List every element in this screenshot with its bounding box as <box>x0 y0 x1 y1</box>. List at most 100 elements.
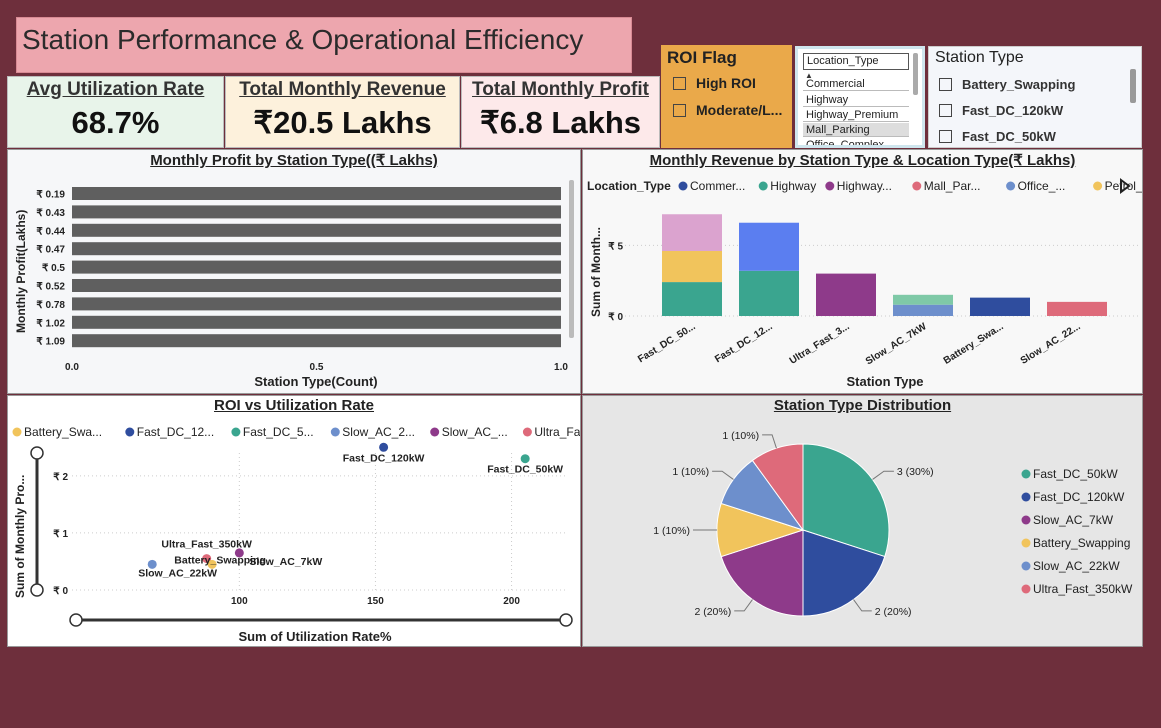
profit-category-label: ₹ 0.44 <box>36 226 65 237</box>
legend-swatch <box>678 181 688 191</box>
pie-legend-swatch <box>1021 561 1031 571</box>
revenue-x-tick: Fast_DC_50... <box>636 321 698 365</box>
scatter-point[interactable] <box>520 454 530 464</box>
legend-swatch <box>758 181 768 191</box>
location-option[interactable]: Commercial <box>803 77 909 91</box>
legend-swatch <box>912 181 922 191</box>
revenue-bar-segment[interactable] <box>739 270 799 316</box>
checkbox-icon[interactable] <box>673 76 686 90</box>
pie-slice[interactable] <box>802 443 890 558</box>
legend-swatch <box>125 427 135 437</box>
pie-leader-line <box>853 599 872 612</box>
station-type-option[interactable]: Battery_Swapping <box>939 77 1075 92</box>
profit-category-label: ₹ 0.47 <box>36 245 65 256</box>
scatter-point[interactable] <box>234 548 244 558</box>
checkbox-icon[interactable] <box>939 104 952 117</box>
x-range-slider-handle[interactable] <box>69 613 83 627</box>
roi-flag-slicer: ROI Flag High ROI Moderate/L... <box>661 45 792 148</box>
profit-x-tick: 1.0 <box>554 362 568 373</box>
y-range-slider-handle[interactable] <box>30 583 44 597</box>
revenue-bar-segment[interactable] <box>662 214 722 251</box>
profit-bar[interactable] <box>72 334 561 348</box>
pie-legend-label: Fast_DC_50kW <box>1033 467 1118 481</box>
legend-label: Mall_Par... <box>924 179 981 193</box>
checkbox-icon[interactable] <box>673 103 686 117</box>
revenue-bar-segment[interactable] <box>739 222 799 271</box>
profit-bar[interactable] <box>72 279 561 292</box>
scatter-point-label: Ultra_Fast_350kW <box>161 539 252 551</box>
pie-chart-panel: Station Type Distribution 3 (30%) 2 (20%)… <box>582 395 1143 647</box>
scatter-point[interactable] <box>207 559 217 569</box>
revenue-bar-segment[interactable] <box>893 294 953 305</box>
profit-y-label: Monthly Profit(Lakhs) <box>14 210 28 333</box>
scatter-point[interactable] <box>202 554 212 564</box>
revenue-legend-title: Location_Type <box>587 179 671 193</box>
location-scrollbar[interactable] <box>913 53 918 95</box>
profit-scrollbar[interactable] <box>569 180 574 338</box>
location-option[interactable]: Highway_Premium <box>803 108 909 122</box>
profit-chart-title: Monthly Profit by Station Type((₹ Lakhs) <box>150 152 438 169</box>
location-type-dropdown[interactable]: Location_Type <box>803 53 909 70</box>
profit-chart: Monthly Profit(Lakhs) Station Type(Count… <box>14 180 574 389</box>
scatter-y-tick: ₹ 0 <box>53 586 68 597</box>
checkbox-icon[interactable] <box>939 130 952 143</box>
pie-leader-line <box>762 434 777 449</box>
revenue-bar-segment[interactable] <box>816 273 876 316</box>
station-type-option[interactable]: Fast_DC_50kW <box>939 129 1056 144</box>
scatter-point[interactable] <box>379 442 389 452</box>
profit-x-tick: 0.0 <box>65 362 79 373</box>
profit-category-label: ₹ 0.78 <box>36 300 65 311</box>
scatter-x-tick: 150 <box>367 596 384 607</box>
location-option[interactable]: Office_Complex <box>803 138 909 145</box>
profit-bar[interactable] <box>72 223 561 237</box>
pie-chart: 3 (30%) 2 (20%) 2 (20%) 1 (10%) 1 (10%) 1 (10… <box>653 430 1133 618</box>
revenue-bar-segment[interactable] <box>970 297 1030 316</box>
scatter-chart: Sum of Monthly Pro... Sum of Utilization… <box>12 425 580 644</box>
roi-option-high[interactable]: High ROI <box>673 75 756 91</box>
pie-slice[interactable] <box>802 529 886 617</box>
station-type-option[interactable]: Fast_DC_120kW <box>939 103 1063 118</box>
legend-label: Battery_Swa... <box>24 425 102 439</box>
revenue-bar-segment[interactable] <box>893 304 953 316</box>
kpi-label: Avg Utilization Rate <box>26 79 205 100</box>
roi-option-moderate[interactable]: Moderate/L... <box>673 102 782 118</box>
revenue-chart-panel: Monthly Revenue by Station Type & Locati… <box>582 149 1143 394</box>
location-option[interactable]: Highway <box>803 93 909 107</box>
scatter-point-label: Fast_DC_50kW <box>487 464 563 476</box>
scatter-point[interactable] <box>147 559 157 569</box>
pie-slice-label: 2 (20%) <box>694 606 731 618</box>
revenue-x-tick: Fast_DC_12... <box>713 321 775 365</box>
scatter-chart-title: ROI vs Utilization Rate <box>213 397 375 414</box>
legend-next-icon[interactable] <box>1120 178 1131 194</box>
pie-slice-label: 1 (10%) <box>722 430 759 442</box>
pie-legend-swatch <box>1021 469 1031 479</box>
profit-category-label: ₹ 0.52 <box>36 282 65 293</box>
station-type-scrollbar[interactable] <box>1130 69 1136 103</box>
profit-bar[interactable] <box>72 315 561 329</box>
profit-bar[interactable] <box>72 260 561 274</box>
checkbox-icon[interactable] <box>939 78 952 91</box>
profit-bar[interactable] <box>72 297 561 311</box>
kpi-card-revenue: Total Monthly Revenue ₹20.5 Lakhs <box>225 76 460 148</box>
y-range-slider-handle[interactable] <box>30 446 44 460</box>
location-option[interactable]: Mall_Parking <box>803 123 909 137</box>
profit-bar[interactable] <box>72 205 561 219</box>
scatter-x-label: Sum of Utilization Rate% <box>238 629 392 644</box>
revenue-bar-segment[interactable] <box>662 282 722 316</box>
x-range-slider-handle[interactable] <box>559 613 573 627</box>
legend-label: Fast_DC_12... <box>137 425 214 439</box>
revenue-bar-segment[interactable] <box>1047 301 1107 316</box>
profit-x-tick: 0.5 <box>310 362 324 373</box>
legend-swatch <box>522 427 532 437</box>
legend-swatch <box>1093 181 1103 191</box>
profit-bar[interactable] <box>72 242 561 256</box>
legend-label: Highway <box>770 179 816 193</box>
station-type-title: Station Type <box>935 49 1024 66</box>
profit-bar[interactable] <box>72 187 561 200</box>
revenue-bar-segment[interactable] <box>662 250 722 283</box>
caret-up-icon[interactable]: ▲ <box>805 71 813 80</box>
legend-swatch <box>231 427 241 437</box>
revenue-x-tick: Battery_Swa... <box>942 321 1006 367</box>
pie-slice[interactable] <box>751 443 804 532</box>
pie-legend-label: Fast_DC_120kW <box>1033 490 1125 504</box>
